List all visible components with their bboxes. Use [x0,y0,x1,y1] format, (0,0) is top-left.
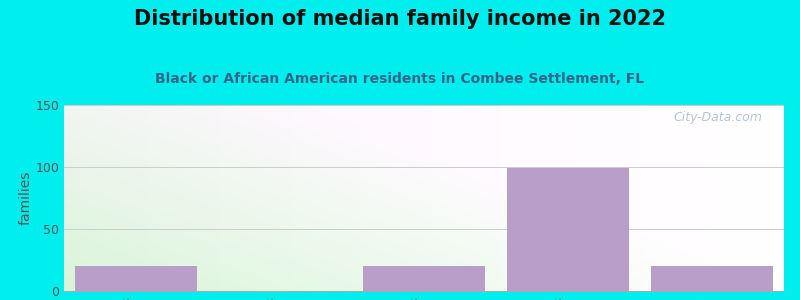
Text: Black or African American residents in Combee Settlement, FL: Black or African American residents in C… [155,72,645,86]
Bar [362,266,485,291]
Bar [507,168,630,291]
Text: Distribution of median family income in 2022: Distribution of median family income in … [134,9,666,29]
Bar [651,266,773,291]
Bar [75,266,197,291]
Text: City-Data.com: City-Data.com [674,111,762,124]
Y-axis label: families: families [18,171,33,225]
